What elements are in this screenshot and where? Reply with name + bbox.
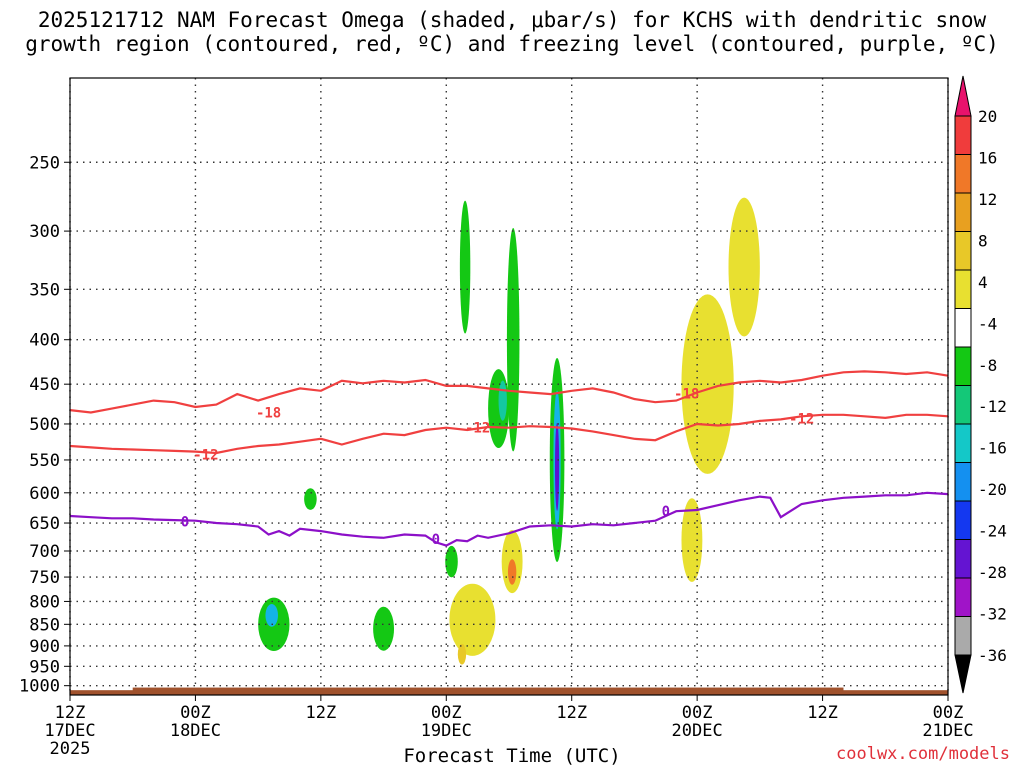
xtick-label-60-0: 00Z — [682, 703, 713, 723]
ytick-label-450: 450 — [29, 375, 60, 395]
colorbar-tick-13: -36 — [978, 646, 1007, 665]
contour-label--12-2: -12 — [789, 412, 814, 428]
colorbar-tick-3: 8 — [978, 231, 988, 250]
xtick-label-12-0: 00Z — [180, 703, 211, 723]
omega-cell-16 — [457, 643, 467, 665]
omega-cell-9 — [373, 606, 395, 651]
contour-label--18-1: -18 — [674, 386, 699, 402]
colorbar-bottom-arrow — [954, 654, 972, 694]
colorbar-seg-1 — [954, 115, 972, 155]
contour-label-0-0: 0 — [181, 514, 189, 530]
colorbar-seg-2 — [954, 154, 972, 194]
colorbar-tick-9: -20 — [978, 480, 1007, 499]
colorbar-seg-11 — [954, 500, 972, 540]
ytick-label-850: 850 — [29, 615, 60, 635]
colorbar-seg-3 — [954, 192, 972, 232]
contour-0 — [69, 491, 949, 547]
omega-cell-15 — [449, 583, 496, 656]
colorbar-tick-4: 4 — [978, 273, 988, 292]
y-axis-ticks: 2503003504004505005506006507007508008509… — [19, 153, 70, 697]
colorbar-seg-4 — [954, 231, 972, 271]
ytick-label-350: 350 — [29, 280, 60, 300]
xtick-label-60-1: 20DEC — [672, 721, 723, 741]
omega-cell-0 — [459, 200, 471, 334]
colorbar-seg-13 — [954, 577, 972, 617]
xtick-label-36-1: 19DEC — [421, 721, 472, 741]
contour--12 — [69, 413, 949, 455]
omega-cell-10 — [304, 488, 317, 510]
ytick-label-700: 700 — [29, 542, 60, 562]
ytick-label-400: 400 — [29, 331, 60, 351]
xtick-label-12-1: 18DEC — [170, 721, 221, 741]
ytick-label-800: 800 — [29, 592, 60, 612]
terrain-strip — [70, 687, 948, 695]
contour-label--12-1: -12 — [465, 421, 490, 437]
colorbar-tick-10: -24 — [978, 522, 1007, 541]
omega-cell-8 — [265, 603, 279, 627]
ytick-label-300: 300 — [29, 222, 60, 242]
contour-label-0-1: 0 — [432, 532, 440, 548]
colorbar-seg-6 — [954, 308, 972, 348]
terrain-band — [70, 690, 948, 695]
ytick-label-500: 500 — [29, 415, 60, 435]
xtick-label-0-0: 12Z — [55, 703, 86, 723]
xtick-label-84-1: 21DEC — [922, 721, 973, 741]
xtick-label-0-1: 17DEC — [44, 721, 95, 741]
colorbar-seg-14 — [954, 616, 972, 656]
ytick-label-550: 550 — [29, 451, 60, 471]
colorbar-seg-9 — [954, 423, 972, 463]
omega-cell-14 — [728, 197, 760, 337]
colorbar-tick-1: 16 — [978, 148, 997, 167]
colorbar-tick-6: -8 — [978, 356, 997, 375]
contour-label-0-2: 0 — [662, 504, 670, 520]
xtick-label-48-0: 12Z — [556, 703, 587, 723]
colorbar-top-arrow — [954, 75, 972, 117]
temperature-contours: -18 -18 -12 -12 -12 0 0 0 — [69, 370, 949, 548]
colorbar-seg-10 — [954, 462, 972, 502]
ytick-label-750: 750 — [29, 568, 60, 588]
colorbar-seg-12 — [954, 539, 972, 579]
plot-border — [69, 77, 949, 696]
ytick-label-900: 900 — [29, 637, 60, 657]
ytick-label-650: 650 — [29, 514, 60, 534]
ytick-label-950: 950 — [29, 657, 60, 677]
colorbar-tick-2: 12 — [978, 190, 997, 209]
omega-cell-18 — [507, 559, 517, 585]
ytick-label-250: 250 — [29, 153, 60, 173]
contour-label--18-0: -18 — [256, 405, 281, 421]
xtick-label-72-0: 12Z — [807, 703, 838, 723]
colorbar-seg-8 — [954, 385, 972, 425]
colorbar-tick-0: 20 — [978, 107, 997, 126]
omega-cell-13 — [681, 498, 703, 582]
contour-label--12-0: -12 — [193, 447, 218, 463]
watermark: coolwx.com/models — [836, 744, 1010, 764]
xtick-label-0-2: 2025 — [50, 739, 91, 759]
ytick-label-1000: 1000 — [19, 677, 60, 697]
contour--18 — [69, 370, 949, 414]
omega-cell-6 — [498, 380, 507, 421]
colorbar-seg-5 — [954, 269, 972, 309]
xtick-label-36-0: 00Z — [431, 703, 462, 723]
colorbar-tick-5: -4 — [978, 314, 997, 333]
xtick-label-24-0: 12Z — [305, 703, 336, 723]
omega-shading — [258, 197, 760, 665]
omega-cell-11 — [445, 545, 458, 578]
colorbar-tick-12: -32 — [978, 605, 1007, 624]
xtick-label-84-0: 00Z — [933, 703, 964, 723]
colorbar-tick-8: -16 — [978, 439, 1007, 458]
terrain-band-upper — [132, 687, 844, 692]
colorbar-tick-7: -12 — [978, 397, 1007, 416]
omega-cell-4 — [554, 422, 560, 511]
colorbar-seg-7 — [954, 346, 972, 386]
ytick-label-600: 600 — [29, 484, 60, 504]
colorbar-tick-11: -28 — [978, 563, 1007, 582]
plot-frame — [69, 77, 949, 696]
colorbar: 20 16 12 8 4 -4 -8 -12 -16 -20 -24 -28 -32 -36 — [954, 75, 1007, 694]
x-axis-label: Forecast Time (UTC) — [403, 745, 621, 767]
chart-title-line2: growth region (contoured, red, ºC) and f… — [25, 32, 999, 56]
chart-title-line1: 2025121712 NAM Forecast Omega (shaded, μ… — [37, 8, 987, 32]
